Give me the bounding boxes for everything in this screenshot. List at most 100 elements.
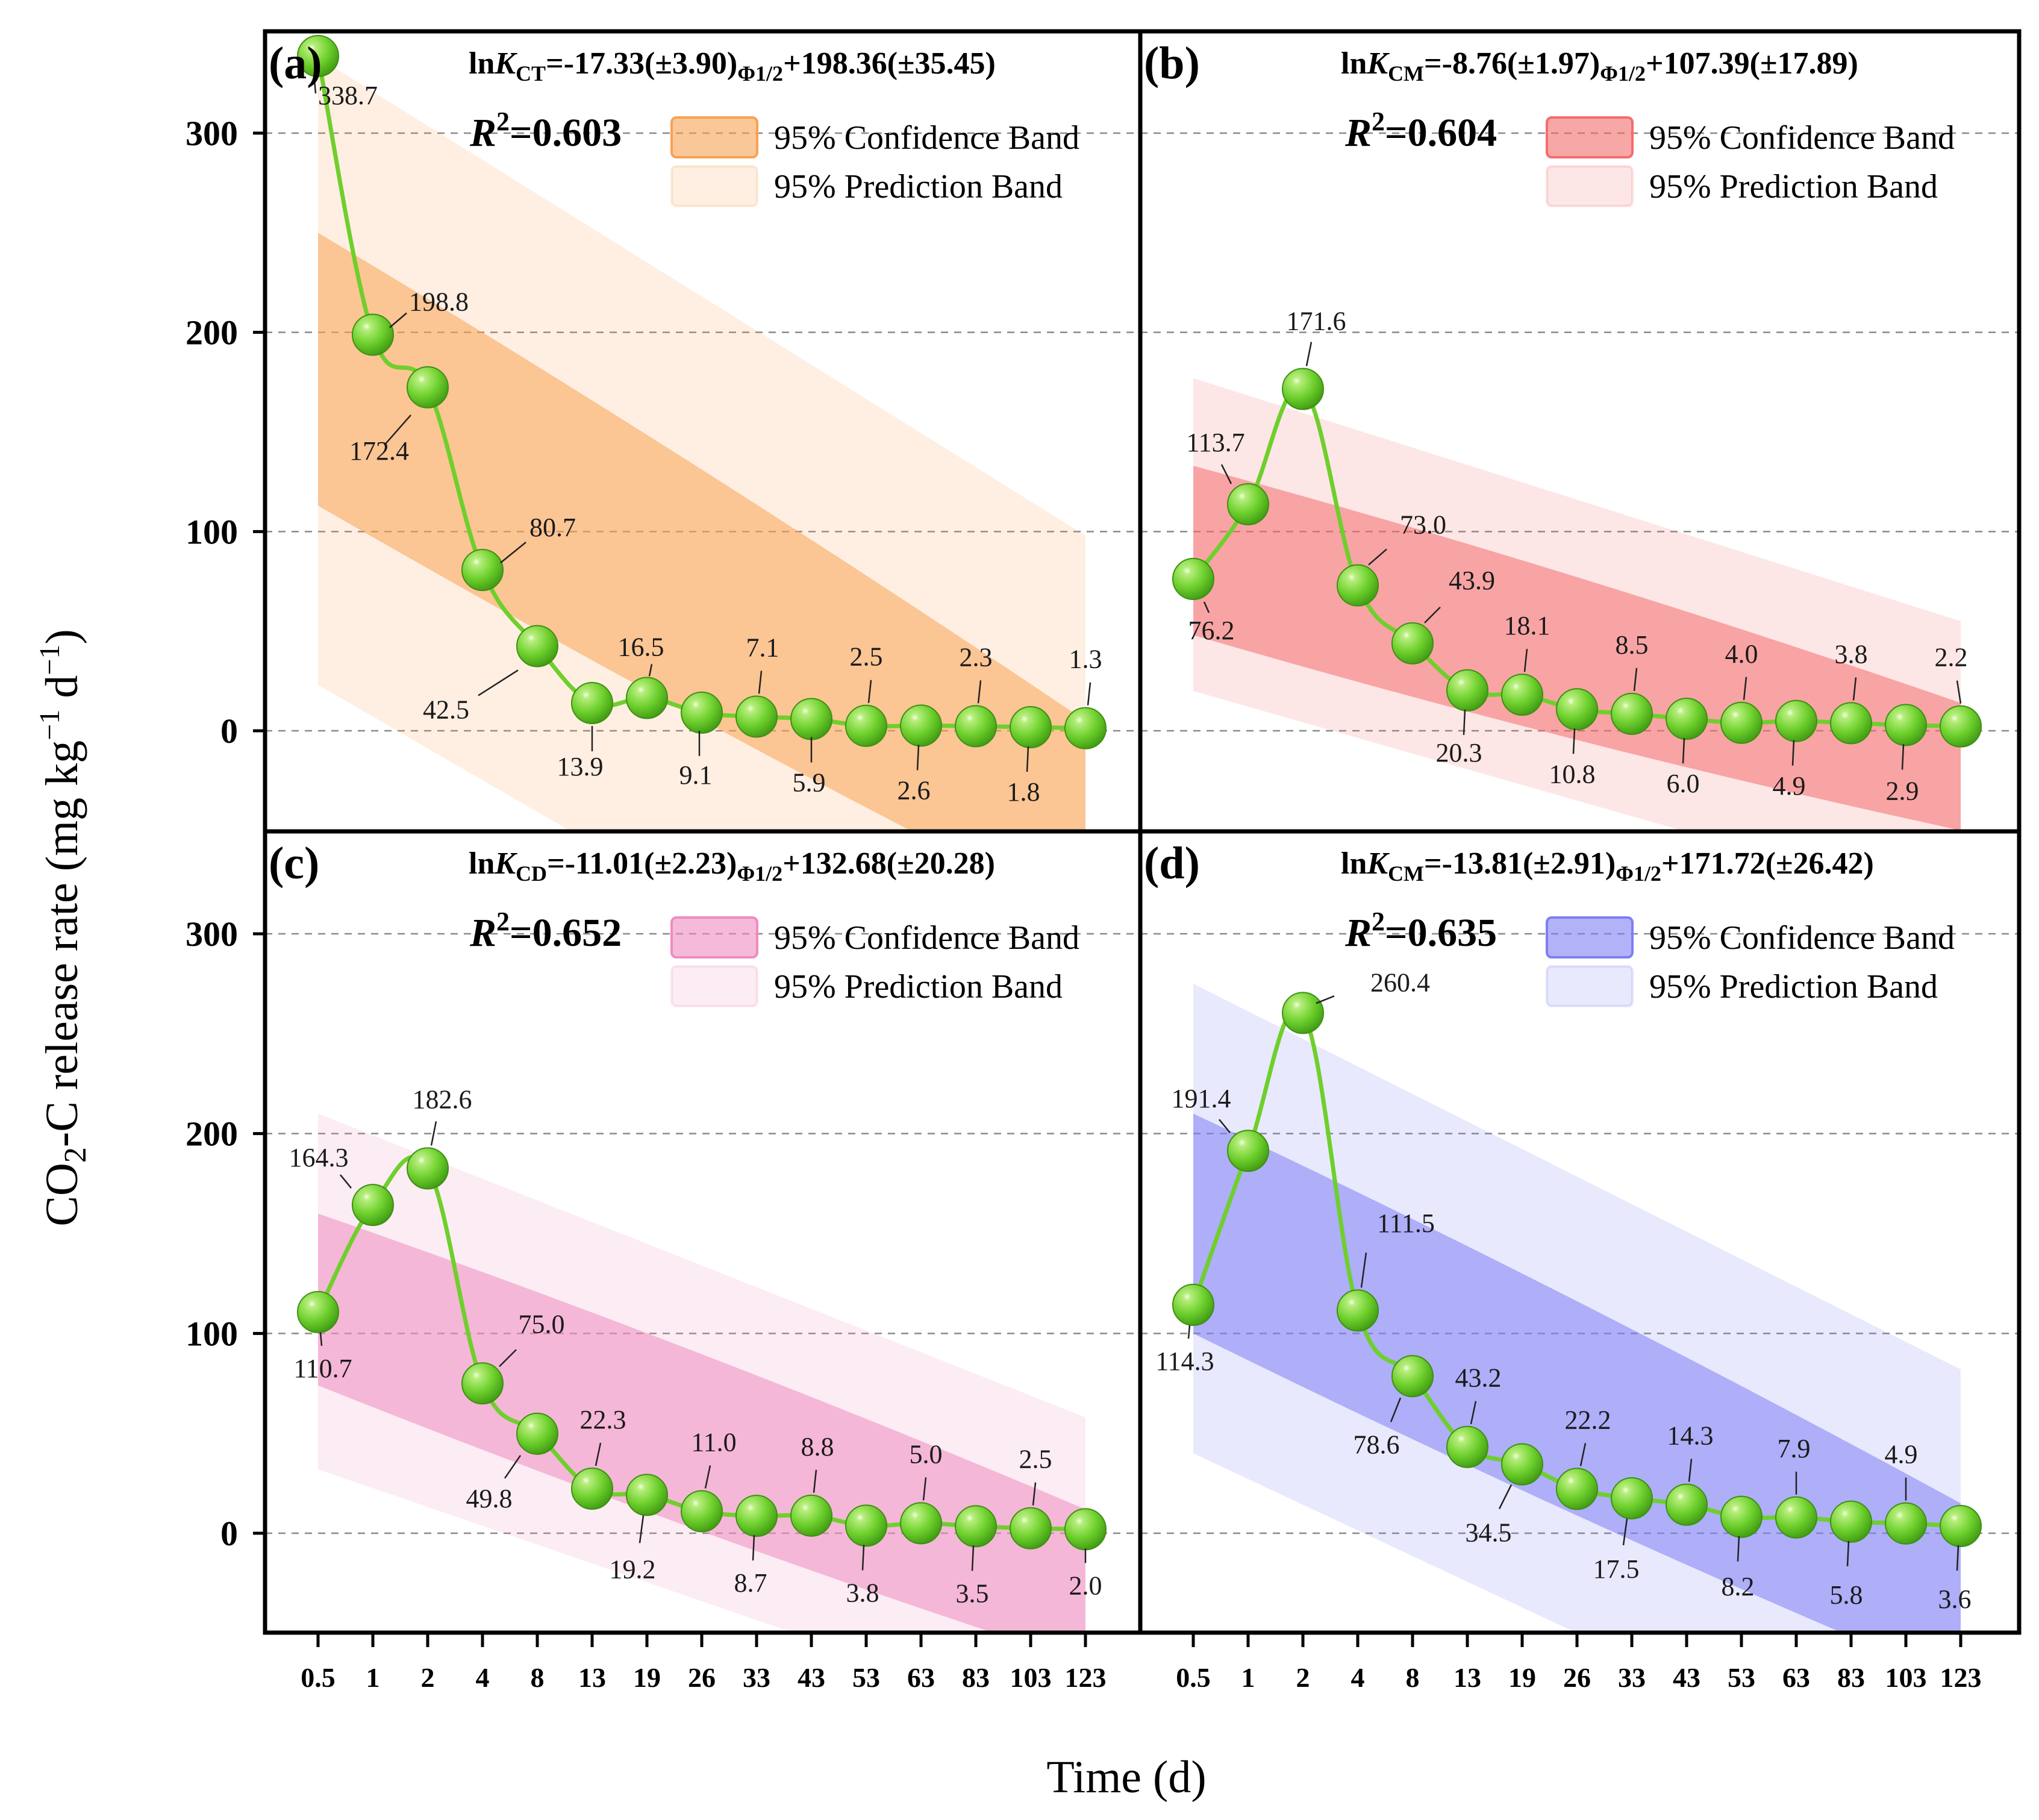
data-label: 7.9 — [1778, 1434, 1811, 1463]
label-leader — [478, 669, 519, 696]
data-point — [900, 704, 942, 747]
label-leader — [384, 414, 411, 446]
fit-equation: lnKCD=-11.01(±2.23)Φ1/2+132.68(±20.28) — [469, 846, 995, 886]
label-leader — [1901, 744, 1905, 770]
data-label: 110.7 — [293, 1354, 352, 1383]
fit-equation: lnKCT=-17.33(±3.90)Φ1/2+198.36(±35.45) — [469, 46, 996, 86]
data-label: 260.4 — [1370, 968, 1430, 997]
label-leader — [389, 312, 407, 328]
label-leader — [1622, 1518, 1628, 1546]
data-point — [1611, 692, 1653, 735]
confidence-band — [318, 233, 1085, 831]
legend-swatch-prediction — [1546, 165, 1634, 207]
label-leader — [1368, 548, 1387, 566]
y-axis-title: CO2-C release rate (mg kg−1 d−1) — [34, 629, 93, 1226]
x-tick-label: 123 — [1940, 1662, 1982, 1693]
x-tick-label: 33 — [1618, 1662, 1646, 1693]
data-label: 338.7 — [318, 81, 378, 110]
label-leader — [340, 1174, 352, 1189]
x-tick-label: 103 — [1885, 1662, 1927, 1693]
x-tick-label: 26 — [688, 1662, 716, 1693]
label-leader — [922, 1477, 927, 1501]
x-axis-title: Time (d) — [1046, 1752, 1206, 1803]
data-point — [1010, 706, 1052, 749]
data-label: 80.7 — [529, 513, 576, 542]
legend-prediction-label: 95% Prediction Band — [1649, 968, 1938, 1005]
y-tick-label: 200 — [186, 1115, 238, 1154]
label-leader — [639, 1515, 645, 1543]
data-point — [1720, 701, 1763, 744]
label-leader — [648, 664, 653, 677]
label-leader — [861, 1545, 865, 1571]
data-label: 2.6 — [898, 775, 931, 805]
data-label: 191.4 — [1172, 1084, 1231, 1113]
data-point — [626, 677, 668, 719]
panel-a: 338.7 198.8 172.4 80.7 42.5 13.9 16.5 9.1 7.1 5.9… — [263, 29, 1143, 834]
data-point — [1227, 483, 1269, 526]
y-tick-label: 100 — [186, 1314, 238, 1353]
x-tick-label: 53 — [1728, 1662, 1755, 1693]
data-label: 113.7 — [1186, 428, 1244, 457]
label-leader — [504, 1455, 522, 1479]
r-squared: R2=0.652 — [469, 907, 622, 955]
data-point — [407, 1147, 449, 1190]
x-tick-label: 63 — [907, 1662, 935, 1693]
data-label: 2.0 — [1069, 1571, 1102, 1600]
label-leader — [1087, 682, 1091, 705]
data-label: 164.3 — [289, 1143, 349, 1172]
data-label: 6.0 — [1667, 769, 1700, 798]
x-tick-label: 26 — [1563, 1662, 1591, 1693]
label-leader — [1424, 606, 1441, 624]
data-point — [955, 705, 997, 748]
data-point — [1391, 1355, 1434, 1398]
r-squared: R2=0.635 — [1344, 907, 1497, 955]
data-label: 4.9 — [1885, 1440, 1918, 1469]
label-leader — [1737, 1536, 1740, 1562]
panel-letter: (d) — [1144, 838, 1200, 889]
data-label: 8.7 — [734, 1568, 767, 1598]
label-leader — [499, 1349, 517, 1368]
label-leader — [1846, 1540, 1850, 1566]
data-label: 10.8 — [1549, 759, 1596, 789]
data-label: 49.8 — [466, 1484, 513, 1513]
data-point — [1337, 564, 1379, 607]
x-tick-label: 8 — [1406, 1662, 1420, 1693]
data-label: 17.5 — [1593, 1554, 1640, 1584]
data-point — [735, 1495, 778, 1537]
data-label: 3.8 — [846, 1578, 879, 1607]
label-leader — [1219, 1119, 1231, 1133]
label-leader — [1026, 746, 1029, 772]
data-label: 4.9 — [1773, 771, 1806, 801]
y-tick-label: 0 — [220, 711, 238, 751]
data-label: 34.5 — [1466, 1518, 1512, 1548]
label-leader — [1743, 677, 1747, 700]
x-tick-label: 2 — [1296, 1662, 1310, 1693]
x-tick-label: 0.5 — [1176, 1662, 1211, 1693]
data-label: 14.3 — [1667, 1421, 1714, 1451]
data-label: 11.0 — [691, 1428, 736, 1457]
legend-confidence-label: 95% Confidence Band — [1649, 119, 1955, 157]
y-tick-label: 200 — [186, 313, 238, 352]
legend-confidence-label: 95% Confidence Band — [774, 919, 1079, 957]
label-leader — [977, 680, 982, 704]
x-tick-label: 43 — [1673, 1662, 1700, 1693]
data-label: 2.5 — [850, 642, 883, 672]
data-label: 2.9 — [1886, 776, 1919, 805]
x-tick-label: 8 — [531, 1662, 545, 1693]
data-point — [1337, 1289, 1379, 1332]
data-label: 9.1 — [679, 760, 713, 790]
data-point — [571, 1468, 613, 1510]
data-label: 42.5 — [423, 695, 469, 724]
x-tick-label: 103 — [1010, 1662, 1052, 1693]
confidence-band — [1193, 466, 1961, 831]
legend-swatch-confidence — [1546, 916, 1634, 958]
x-tick-label: 1 — [366, 1662, 380, 1693]
data-point — [1666, 698, 1708, 740]
label-leader — [1316, 995, 1335, 1004]
data-label: 2.2 — [1935, 643, 1968, 672]
data-label: 2.3 — [960, 642, 993, 672]
data-point — [1064, 1508, 1107, 1551]
data-label: 1.8 — [1007, 777, 1040, 807]
legend-prediction-label: 95% Prediction Band — [774, 968, 1063, 1005]
legend-swatch-confidence — [1546, 116, 1634, 158]
